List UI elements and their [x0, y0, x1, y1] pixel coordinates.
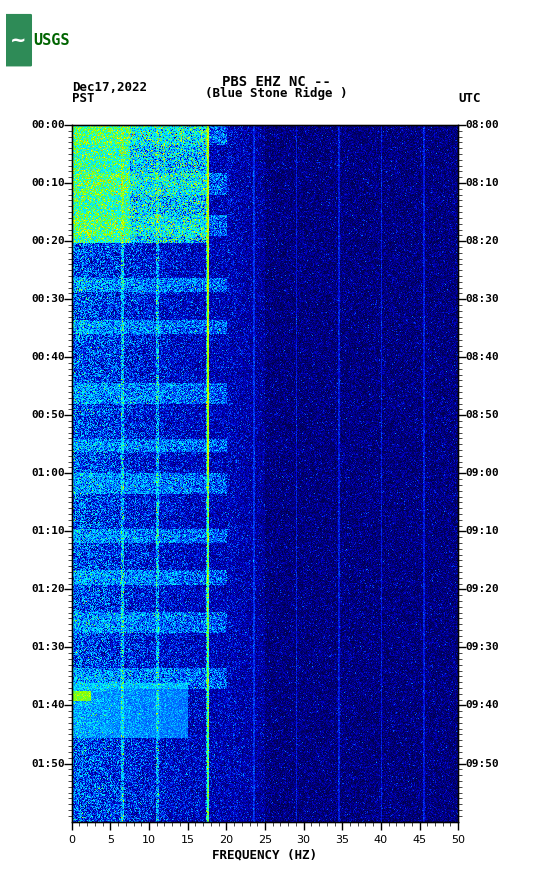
- Text: 08:40: 08:40: [465, 352, 499, 363]
- Text: 01:10: 01:10: [31, 526, 65, 537]
- Text: 08:00: 08:00: [465, 120, 499, 130]
- Text: 08:20: 08:20: [465, 236, 499, 246]
- Text: 09:20: 09:20: [465, 584, 499, 595]
- Text: 01:00: 01:00: [31, 468, 65, 479]
- Text: Dec17,2022: Dec17,2022: [72, 80, 147, 94]
- Text: 01:30: 01:30: [31, 642, 65, 653]
- Text: 09:00: 09:00: [465, 468, 499, 479]
- Text: PST: PST: [72, 92, 94, 105]
- Text: 00:30: 00:30: [31, 294, 65, 305]
- Text: 01:20: 01:20: [31, 584, 65, 595]
- X-axis label: FREQUENCY (HZ): FREQUENCY (HZ): [213, 849, 317, 862]
- Text: 09:50: 09:50: [465, 758, 499, 769]
- Text: 00:20: 00:20: [31, 236, 65, 246]
- Text: 09:30: 09:30: [465, 642, 499, 653]
- Text: 09:10: 09:10: [465, 526, 499, 537]
- Text: PBS EHZ NC --: PBS EHZ NC --: [221, 75, 331, 89]
- Text: 00:10: 00:10: [31, 178, 65, 188]
- Text: 08:30: 08:30: [465, 294, 499, 305]
- Text: UTC: UTC: [458, 92, 481, 105]
- Text: 09:40: 09:40: [465, 700, 499, 711]
- Text: 00:00: 00:00: [31, 120, 65, 130]
- Text: 08:10: 08:10: [465, 178, 499, 188]
- Text: ~: ~: [10, 30, 26, 50]
- Text: 00:50: 00:50: [31, 410, 65, 421]
- Text: 01:50: 01:50: [31, 758, 65, 769]
- Text: 00:40: 00:40: [31, 352, 65, 363]
- Text: (Blue Stone Ridge ): (Blue Stone Ridge ): [205, 87, 347, 100]
- Text: 01:40: 01:40: [31, 700, 65, 711]
- Text: USGS: USGS: [34, 33, 70, 47]
- FancyBboxPatch shape: [4, 14, 32, 66]
- Text: 08:50: 08:50: [465, 410, 499, 421]
